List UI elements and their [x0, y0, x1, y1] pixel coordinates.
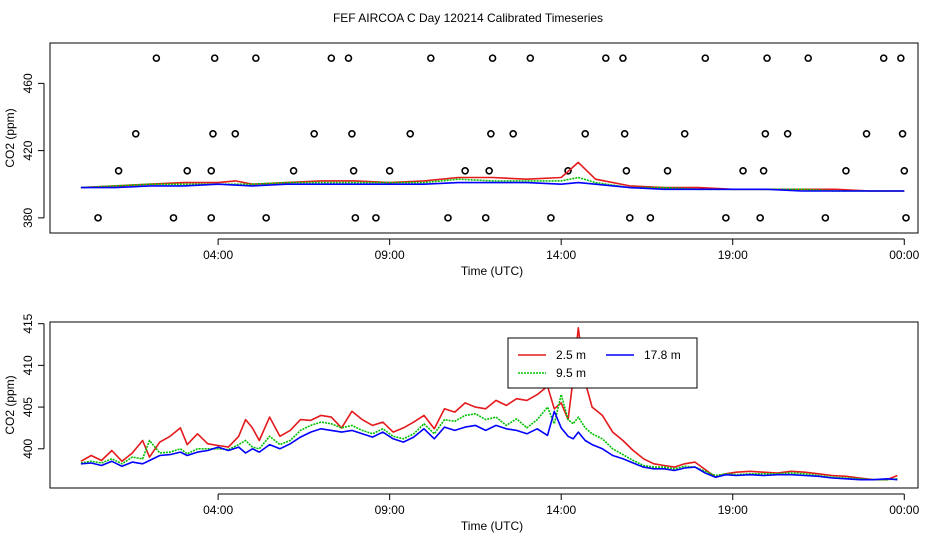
data-point	[783, 129, 792, 138]
data-point	[461, 166, 469, 175]
y-tick-label: 420	[21, 140, 35, 160]
data-point	[902, 214, 910, 222]
legend: 2.5 m 9.5 m 17.8 m	[507, 337, 698, 389]
series-line-s1	[80, 161, 905, 192]
legend-box	[507, 337, 698, 389]
bottom-panel: 04:00 09:00 14:00 19:00 00:00 Time (UTC) 400 40…	[3, 313, 920, 533]
data-point	[207, 166, 216, 175]
x-tick-label: 14:00	[546, 503, 576, 517]
data-point	[348, 129, 356, 138]
data-point	[169, 214, 178, 222]
legend-label: 9.5 m	[556, 366, 586, 380]
data-point	[289, 166, 298, 175]
y-tick-label: 400	[21, 438, 35, 458]
data-point	[756, 214, 764, 222]
data-point	[581, 129, 590, 138]
data-point	[485, 166, 493, 175]
data-point	[152, 54, 161, 62]
data-point	[646, 214, 655, 222]
data-point	[526, 54, 535, 62]
data-point	[622, 166, 631, 175]
data-point	[131, 129, 140, 138]
x-tick-label: 19:00	[718, 248, 748, 262]
data-point	[252, 54, 260, 62]
data-point	[862, 129, 871, 138]
data-point	[310, 129, 318, 138]
data-point	[444, 214, 452, 222]
data-point	[372, 214, 380, 222]
plot-frame	[49, 321, 919, 489]
y-tick-label: 405	[21, 397, 35, 417]
series-line-s3	[80, 410, 898, 481]
data-point	[763, 54, 771, 62]
data-point	[680, 129, 689, 138]
data-point	[210, 54, 219, 62]
data-point	[209, 129, 217, 138]
series-line-s1	[80, 327, 898, 481]
x-tick-label: 04:00	[203, 248, 233, 262]
x-axis-label: Time (UTC)	[461, 519, 523, 533]
data-point	[349, 166, 358, 175]
y-tick-label: 460	[21, 73, 35, 93]
plot-frame	[49, 42, 919, 234]
data-point	[114, 166, 123, 175]
data-point	[900, 166, 909, 175]
data-point	[564, 166, 572, 175]
data-point	[722, 214, 730, 222]
x-tick-label: 00:00	[889, 503, 919, 517]
data-point	[897, 54, 905, 62]
data-point	[487, 129, 495, 138]
x-tick-label: 09:00	[375, 248, 405, 262]
data-point	[761, 129, 770, 138]
data-point	[804, 54, 813, 62]
data-point	[842, 166, 850, 175]
x-axis-label: Time (UTC)	[461, 264, 523, 278]
x-tick-label: 00:00	[889, 248, 919, 262]
data-point	[351, 214, 360, 222]
y-tick-label: 410	[21, 355, 35, 375]
data-point	[406, 129, 415, 138]
data-point	[488, 54, 497, 62]
data-point	[344, 54, 353, 62]
data-point	[547, 214, 555, 222]
data-point	[626, 214, 634, 222]
data-point	[207, 214, 216, 222]
top-panel: 04:00 09:00 14:00 19:00 00:00 Time (UTC) 380 42…	[3, 42, 920, 278]
data-point	[481, 214, 490, 222]
data-point	[94, 214, 102, 222]
y-tick-label: 415	[21, 313, 35, 333]
data-point	[739, 166, 747, 175]
data-point	[262, 214, 270, 222]
y-tick-label: 380	[21, 208, 35, 228]
data-point	[701, 54, 710, 62]
x-tick-label: 04:00	[203, 503, 233, 517]
legend-label: 17.8 m	[644, 348, 681, 362]
x-tick-label: 09:00	[375, 503, 405, 517]
data-point	[601, 54, 610, 62]
data-point	[898, 129, 907, 138]
series-line-s2	[80, 393, 898, 481]
data-point	[879, 54, 888, 62]
data-point	[231, 129, 240, 138]
data-point	[509, 129, 517, 138]
y-axis-label: CO2 (ppm)	[3, 108, 17, 167]
legend-label: 2.5 m	[556, 348, 586, 362]
data-point	[619, 54, 627, 62]
x-tick-label: 19:00	[718, 503, 748, 517]
data-point	[759, 166, 768, 175]
figure-title: FEF AIRCOA C Day 120214 Calibrated Times…	[333, 11, 603, 25]
data-point	[663, 166, 672, 175]
y-axis-label: CO2 (ppm)	[3, 375, 17, 434]
data-point	[183, 166, 192, 175]
data-point	[385, 166, 394, 175]
data-point	[427, 54, 435, 62]
data-point	[620, 129, 629, 138]
series-line-s3	[80, 181, 905, 192]
data-point	[821, 214, 830, 222]
x-tick-label: 14:00	[546, 248, 576, 262]
data-point	[327, 54, 336, 62]
